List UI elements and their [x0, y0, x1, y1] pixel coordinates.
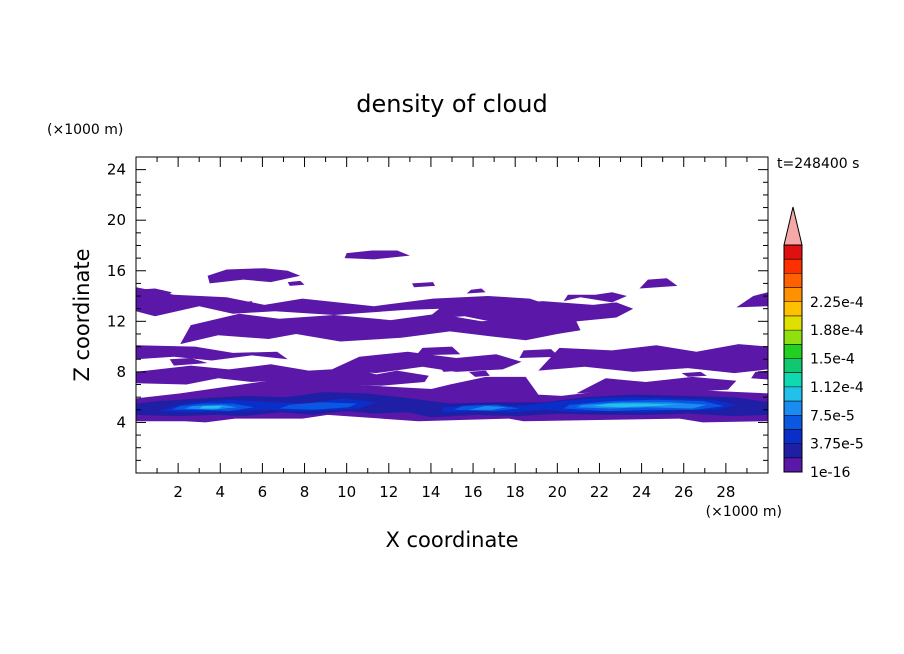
- colorbar-label: 7.5e-5: [810, 408, 855, 424]
- contour-region-25: [736, 292, 768, 308]
- x-tick-label: 22: [590, 483, 609, 501]
- colorbar-segment: [784, 330, 802, 345]
- colorbar-segment: [784, 386, 802, 402]
- contour-region-19: [344, 250, 410, 260]
- x-tick-label: 2: [173, 483, 183, 501]
- y-tick-label: 4: [116, 413, 126, 431]
- contour-region-10: [519, 349, 560, 358]
- x-unit-label: (×1000 m): [706, 504, 782, 520]
- y-tick-label: 8: [116, 363, 126, 381]
- x-tick-label: 24: [632, 483, 651, 501]
- colorbar-segment: [784, 315, 802, 331]
- y-tick-label: 16: [107, 262, 126, 280]
- y-tick-label: 20: [107, 211, 126, 229]
- contour-region-7: [538, 344, 768, 374]
- contour-region-26: [243, 301, 254, 308]
- x-tick-label: 12: [379, 483, 398, 501]
- colorbar-segment: [784, 415, 802, 430]
- x-tick-label: 16: [464, 483, 483, 501]
- y-tick-label: 12: [107, 312, 126, 330]
- contour-region-12: [136, 364, 429, 386]
- colorbar-segment: [784, 372, 802, 387]
- colorbar-segment: [784, 301, 802, 316]
- contour-region-18: [207, 268, 301, 284]
- contour-region-15: [468, 370, 490, 377]
- contour-region-3: [180, 313, 581, 345]
- contour-region-6: [331, 351, 522, 374]
- x-axis-ticks: 2 4 6 8 10 12 14 16 18 20 22 24 26 28: [156, 157, 748, 501]
- contour-region-2: [136, 287, 545, 317]
- contour-region-24: [639, 278, 678, 289]
- colorbar-label: 1e-16: [810, 465, 850, 481]
- contour-region-21: [466, 288, 486, 294]
- x-tick-label: 28: [716, 483, 735, 501]
- contour-region-32: [279, 402, 358, 410]
- x-tick-label: 4: [215, 483, 225, 501]
- colorbar-segment: [784, 287, 802, 302]
- contour-region-17: [681, 371, 707, 377]
- x-axis-label: X coordinate: [385, 528, 518, 552]
- colorbar-segment: [784, 344, 802, 359]
- colorbar-segment: [784, 259, 802, 274]
- contour-region-9: [416, 346, 461, 356]
- colorbar-over-arrow: [783, 206, 803, 246]
- contour-region-11: [169, 358, 208, 366]
- colorbar-segment: [784, 443, 802, 458]
- x-tick-label: 18: [506, 483, 525, 501]
- x-tick-label: 20: [548, 483, 567, 501]
- colorbar-label: 3.75e-5: [810, 437, 864, 453]
- colorbar-label: 1.88e-4: [810, 323, 864, 339]
- contour-region-23: [412, 282, 436, 288]
- contour-region-39: [199, 406, 223, 409]
- chart-title: density of cloud: [356, 90, 547, 118]
- time-label: t=248400 s: [777, 156, 859, 172]
- colorbar-segment: [784, 245, 802, 260]
- colorbar-segment: [784, 401, 802, 416]
- contour-region-13: [576, 376, 737, 394]
- colorbar-segment: [784, 429, 802, 444]
- contour-region-20: [136, 288, 172, 302]
- colorbar-segment: [784, 457, 802, 472]
- colorbar-segment: [784, 273, 802, 288]
- colorbar-label: 1.12e-4: [810, 380, 864, 396]
- x-tick-label: 14: [421, 483, 440, 501]
- y-tick-label: 24: [107, 161, 126, 179]
- colorbar: 1e-16 3.75e-5 7.5e-5 1.12e-4 1.5e-4 1.88e-4 2.…: [783, 206, 864, 481]
- contour-region-37: [468, 406, 507, 410]
- contour-region-27: [287, 280, 305, 286]
- contour-region-38: [593, 403, 678, 408]
- contour-region-22: [563, 292, 627, 303]
- contour-region-4: [426, 301, 634, 323]
- x-tick-label: 6: [258, 483, 268, 501]
- y-axis-label: Z coordinate: [70, 248, 94, 381]
- x-tick-label: 8: [300, 483, 310, 501]
- contour-region-1: [344, 376, 539, 395]
- y-axis-ticks: 4 8 12 16 20 24: [107, 161, 768, 461]
- contour-region-16: [439, 365, 461, 372]
- contour-fill: [136, 250, 768, 423]
- colorbar-label: 2.25e-4: [810, 295, 864, 311]
- contour-region-8: [565, 355, 608, 366]
- colorbar-label: 1.5e-4: [810, 352, 855, 368]
- contour-region-14: [751, 370, 768, 380]
- colorbar-segment: [784, 358, 802, 373]
- y-unit-label: (×1000 m): [47, 122, 123, 138]
- x-tick-label: 26: [674, 483, 693, 501]
- x-tick-label: 10: [337, 483, 356, 501]
- contour-region-5: [136, 345, 288, 361]
